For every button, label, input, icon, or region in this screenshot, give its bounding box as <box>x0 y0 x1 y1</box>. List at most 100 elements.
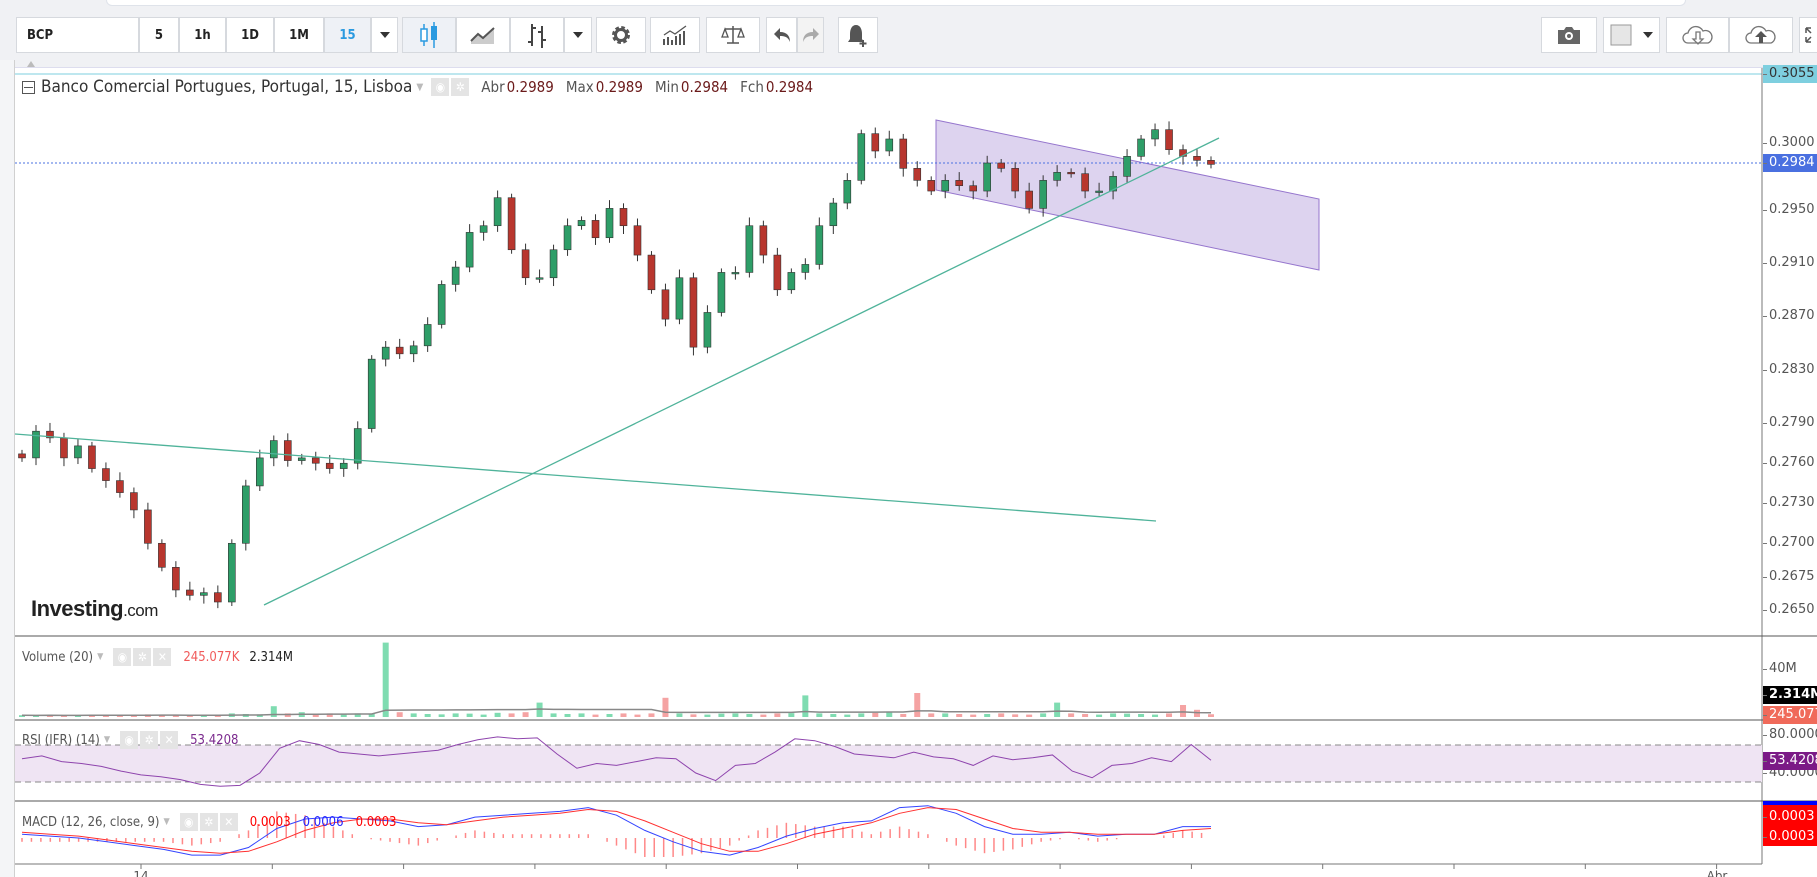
volume-bar <box>760 714 767 717</box>
gear-icon[interactable]: ✲ <box>140 731 159 749</box>
price-tick-label: 0.3000 <box>1763 134 1817 152</box>
volume-bar <box>592 714 599 717</box>
interval-5[interactable]: 5 <box>139 17 179 53</box>
chevron-down-icon[interactable]: ▼ <box>97 652 104 662</box>
candle-body <box>269 440 278 459</box>
chart-frame <box>15 68 1817 865</box>
macd-badge-edge <box>1763 801 1817 805</box>
candle-body <box>647 254 656 291</box>
volume-bar <box>970 714 977 717</box>
candle-body <box>717 272 726 313</box>
price-tick-label: 0.2790 <box>1763 414 1817 432</box>
indicators-button[interactable] <box>650 17 700 53</box>
candle-body <box>1123 156 1131 177</box>
undo-button[interactable] <box>766 17 797 53</box>
high-label: Max <box>565 78 594 96</box>
candle-body <box>255 457 264 487</box>
fullscreen-button[interactable] <box>1799 17 1817 53</box>
low-label: Min <box>654 78 679 96</box>
redo-button[interactable] <box>797 17 824 53</box>
candle-body <box>955 180 964 186</box>
screenshot-button[interactable] <box>1541 17 1597 53</box>
candle-body <box>311 457 320 464</box>
macd-title: MACD (12, 26, close, 9) <box>22 814 160 830</box>
volume-bar <box>886 712 893 717</box>
chevron-down-icon <box>573 32 583 38</box>
candles-button[interactable] <box>402 17 456 53</box>
price-tick-label: 0.2830 <box>1763 361 1817 379</box>
visibility-icon[interactable]: ◉ <box>120 731 139 749</box>
volume-bar <box>564 714 571 717</box>
close-icon[interactable]: ✕ <box>219 813 238 831</box>
close-icon[interactable]: ✕ <box>160 731 179 749</box>
visibility-icon[interactable]: ◉ <box>179 813 198 831</box>
candle-body <box>409 345 418 355</box>
macd-value: 0.0006 <box>302 814 344 830</box>
rsi-band <box>15 745 1762 782</box>
close-icon[interactable]: ✕ <box>153 648 172 666</box>
visibility-icon[interactable]: ◉ <box>113 648 132 666</box>
collapse-arrow-icon[interactable] <box>27 61 37 67</box>
volume-bar <box>74 715 81 717</box>
gear-icon[interactable]: ✲ <box>199 813 218 831</box>
volume-bar <box>788 713 795 717</box>
candle-body <box>144 509 152 544</box>
volume-bar <box>1138 714 1145 717</box>
rsi-value: 53.4208 <box>190 732 239 748</box>
candle-body <box>1207 160 1215 165</box>
interval-1d[interactable]: 1D <box>226 17 274 53</box>
last-price-badge: 0.2984 <box>1763 154 1817 172</box>
parallel-channel-drawing[interactable] <box>935 119 1320 271</box>
collapse-icon[interactable] <box>22 80 35 94</box>
drawing-toolbar-collapsed[interactable] <box>0 60 15 877</box>
undo-icon <box>773 28 790 42</box>
candle-body <box>339 462 348 469</box>
candle-body <box>997 162 1005 169</box>
candle-body <box>745 225 754 273</box>
chevron-down-icon[interactable]: ▼ <box>416 81 424 93</box>
gear-icon[interactable]: ✲ <box>133 648 152 666</box>
add-alert-button[interactable] <box>838 17 878 53</box>
line-chart-button[interactable] <box>456 17 510 53</box>
layout-icon <box>1610 24 1632 46</box>
volume-bar <box>214 714 221 717</box>
cloud-upload-icon <box>1745 25 1776 44</box>
volume-bar <box>900 714 907 717</box>
save-chart-button[interactable] <box>1729 17 1793 53</box>
chevron-down-icon[interactable]: ▼ <box>163 817 170 827</box>
settings-button[interactable] <box>596 17 646 53</box>
candle-body <box>158 542 166 568</box>
visibility-icon[interactable]: ◉ <box>431 78 450 96</box>
symbol-input[interactable]: BCP <box>16 17 139 53</box>
chevron-down-icon[interactable]: ▼ <box>103 735 111 745</box>
open-label: Abr <box>481 78 505 96</box>
load-chart-button[interactable] <box>1666 17 1729 53</box>
cloud-download-icon <box>1681 25 1713 45</box>
volume-bar <box>424 714 431 717</box>
candle-body <box>829 202 838 227</box>
close-value: 0.2984 <box>765 78 814 96</box>
volume-bar <box>1166 713 1173 717</box>
layout-button[interactable] <box>1603 17 1660 53</box>
low-value: 0.2984 <box>680 78 729 96</box>
trendline-drawing[interactable] <box>14 433 1157 522</box>
interval-15[interactable]: 15 <box>324 17 371 53</box>
bar-chart-button[interactable] <box>510 17 564 53</box>
trendline-drawing[interactable] <box>263 137 1220 606</box>
candle-body <box>801 264 810 273</box>
indicators-icon <box>663 25 687 45</box>
interval-dropdown[interactable] <box>371 17 398 53</box>
volume-bar <box>830 714 837 717</box>
interval-1m[interactable]: 1M <box>274 17 324 53</box>
candle-body <box>423 324 432 347</box>
volume-bar <box>662 697 669 717</box>
volume-bar <box>634 714 641 717</box>
chart-type-dropdown[interactable] <box>564 17 592 53</box>
fullscreen-icon <box>1805 27 1812 43</box>
rsi-legend: RSI (IFR) (14) ▼ ◉ ✲ ✕ 53.4208 <box>22 731 238 749</box>
gear-icon[interactable]: ✲ <box>451 78 470 96</box>
interval-1h[interactable]: 1h <box>179 17 226 53</box>
candle-body <box>186 589 194 596</box>
compare-button[interactable] <box>706 17 760 53</box>
